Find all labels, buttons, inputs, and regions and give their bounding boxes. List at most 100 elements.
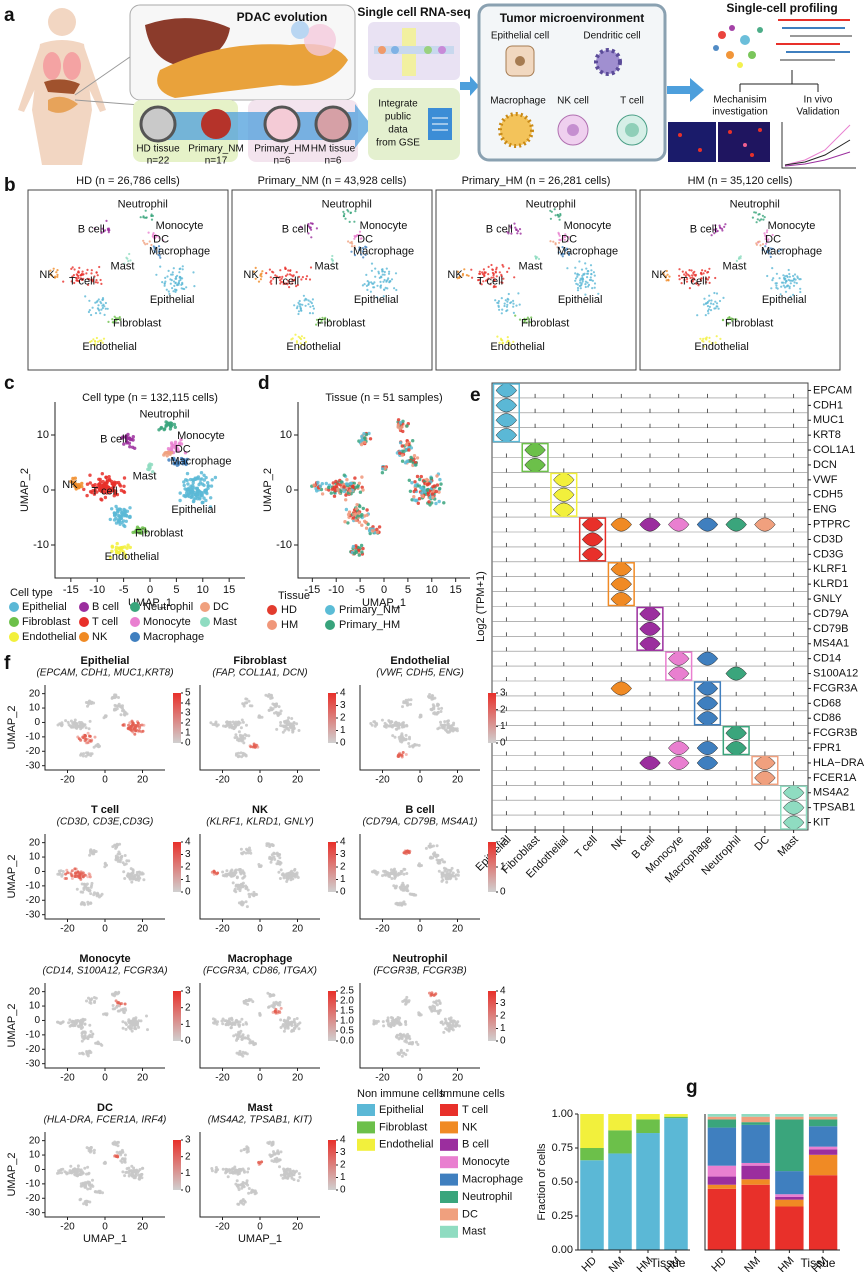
cell-dot: [166, 447, 171, 451]
scale-tick-label: 2: [500, 704, 506, 715]
cell-dot: [719, 337, 722, 340]
cell-dot: [404, 733, 408, 737]
cell-dot: [76, 486, 81, 490]
cell-dot: [565, 247, 569, 250]
axis: [359, 983, 480, 1069]
validation-text: Validation: [796, 107, 839, 118]
cell-dot: [246, 1170, 250, 1174]
cell-dot: [578, 284, 581, 288]
cell-dot: [286, 1020, 289, 1024]
panel-label: c: [4, 373, 15, 394]
cell-dot: [110, 544, 115, 548]
panel-label: e: [470, 385, 481, 406]
cell-dot: [76, 735, 80, 739]
cell-dot: [287, 279, 290, 282]
cell-dot: [405, 887, 409, 891]
x-tick-label: -20: [215, 1222, 230, 1233]
cell-dot: [234, 733, 238, 737]
cell-dot: [440, 879, 444, 883]
cell-dot: [353, 220, 356, 223]
cell-dot: [775, 282, 778, 285]
gene-label: GNLY: [813, 593, 843, 605]
cell-dot: [593, 274, 596, 277]
cell-dot: [424, 846, 428, 850]
cell-dot: [597, 292, 600, 295]
cluster-label: NK: [447, 269, 463, 281]
cell-dot: [123, 262, 126, 265]
cell-dot: [61, 1167, 65, 1171]
cell-dot: [513, 222, 516, 225]
cell-dot: [518, 228, 522, 231]
legend-swatch: [130, 602, 140, 612]
gene-label: DCN: [813, 459, 837, 471]
violin: [668, 755, 690, 770]
scale-tick-label: 2: [340, 1160, 346, 1171]
x-tick-label: -20: [60, 1222, 75, 1233]
cell-dot: [350, 245, 354, 248]
cell-dot: [140, 723, 144, 727]
cell-dot: [439, 482, 443, 486]
feature-title: DC: [97, 1102, 113, 1114]
cell-dot: [134, 1172, 138, 1175]
cell-dot: [97, 745, 101, 749]
cell-dot: [456, 868, 460, 872]
cell-dot: [87, 996, 90, 1000]
cell-dot: [411, 439, 415, 443]
cell-dot: [206, 484, 210, 488]
cell-dot: [434, 854, 438, 858]
cell-dot: [112, 483, 117, 487]
cell-dot: [116, 1140, 120, 1144]
cell-dot: [713, 228, 716, 231]
cell-dot: [101, 298, 105, 301]
cell-dot: [415, 474, 420, 479]
cell-dot: [577, 273, 581, 276]
cell-dot: [197, 482, 201, 487]
legend-swatch: [130, 617, 140, 627]
cell-dot: [401, 429, 405, 434]
cell-dot: [77, 280, 80, 283]
cell-dot: [702, 337, 705, 340]
cell-dot: [178, 271, 181, 274]
cell-dot: [412, 495, 416, 499]
cell-dot: [763, 232, 766, 235]
scale-tick-label: 0: [500, 738, 506, 749]
cell-dot: [269, 276, 272, 279]
cell-dot: [104, 307, 107, 310]
scale-tick-label: 4: [340, 688, 346, 699]
feature-genes: (FCGR3A, CD86, ITGAX): [203, 966, 317, 977]
cell-dot: [241, 1167, 245, 1171]
violin: [610, 562, 632, 577]
cell-dot: [501, 308, 504, 311]
legend-label: HM: [281, 619, 298, 631]
cell-dot: [88, 481, 93, 485]
cell-dot: [295, 285, 298, 288]
cell-dot: [506, 297, 509, 300]
cell-dot: [300, 335, 303, 338]
cell-dot: [405, 1048, 409, 1052]
cell-dot: [183, 451, 188, 455]
bar-segment: [580, 1148, 604, 1161]
cell-dot: [763, 216, 766, 219]
cell-dot: [283, 1027, 287, 1030]
cell-dot: [133, 1026, 137, 1030]
cell-dot: [557, 246, 560, 249]
y-axis-label: UMAP_2: [262, 468, 274, 512]
cell-dot: [229, 1026, 233, 1030]
cell-dot: [60, 724, 64, 728]
cell-dot: [242, 1001, 246, 1005]
cell-dot: [113, 703, 117, 707]
bar-segment: [636, 1114, 660, 1120]
cell-dot: [525, 321, 529, 324]
x-tick-label: 0: [257, 924, 263, 935]
cell-dot: [467, 274, 470, 277]
cell-dot: [70, 280, 73, 283]
tme-cell-label: T cell: [620, 96, 644, 107]
cell-dot: [400, 425, 404, 429]
violin: [639, 606, 661, 621]
cell-dot: [437, 999, 441, 1003]
cell-dot: [229, 725, 233, 729]
cell-dot: [234, 890, 238, 894]
cell-dot: [176, 449, 181, 453]
cell-dot: [87, 700, 91, 704]
cell-dot: [343, 520, 347, 524]
